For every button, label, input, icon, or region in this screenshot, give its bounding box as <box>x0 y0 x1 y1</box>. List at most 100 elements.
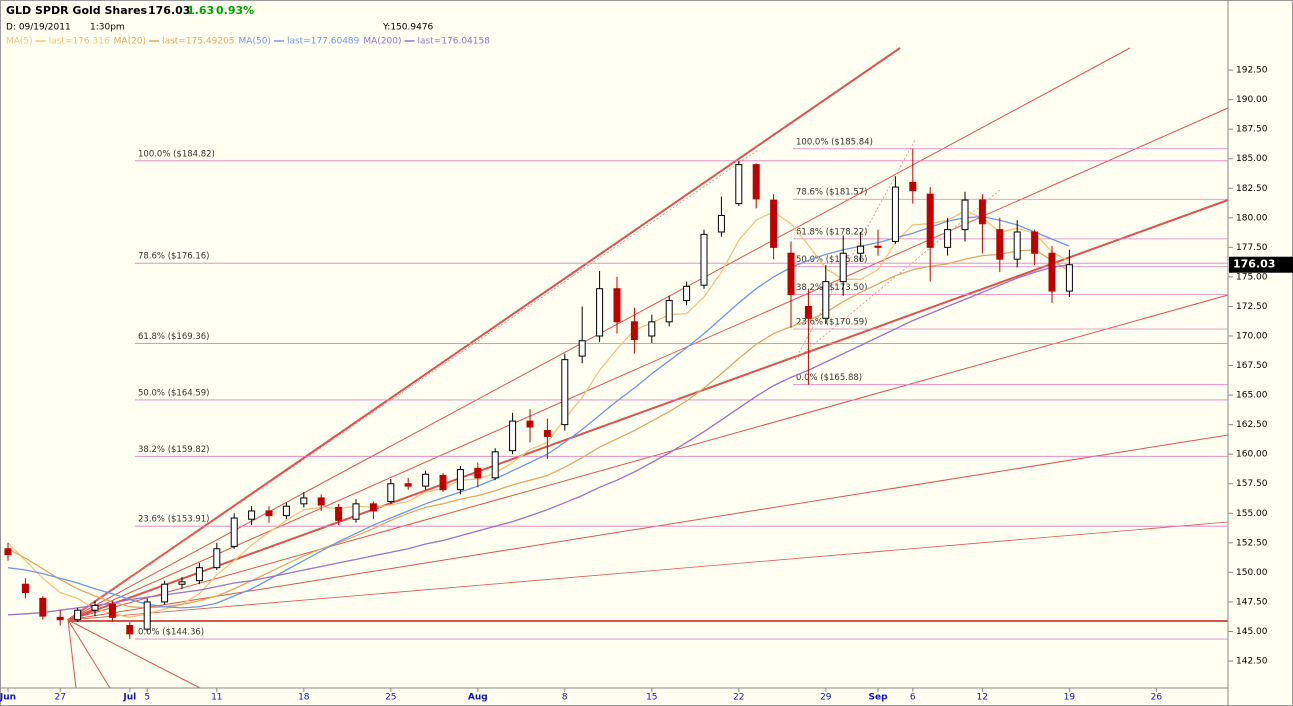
candle-body <box>474 467 482 479</box>
candle-body <box>4 548 12 556</box>
fib-label: 100.0% ($184.82) <box>138 149 215 159</box>
fib-label: 78.6% ($176.16) <box>138 252 210 262</box>
legend-text: last=177.60489 <box>287 37 360 47</box>
ma-line <box>7 249 1070 609</box>
x-tick-label: 8 <box>562 693 568 703</box>
candle-body <box>439 474 447 491</box>
candle-body <box>195 567 203 582</box>
fan-line <box>67 199 1229 621</box>
legend-name: MA(20) <box>114 37 146 47</box>
candle-body <box>39 597 47 617</box>
candle-body <box>648 321 656 337</box>
y-tick-label: 145.00 <box>1236 627 1268 637</box>
fib-label: 50.0% ($164.59) <box>138 388 210 398</box>
fib-label: 78.6% ($181.57) <box>796 188 868 198</box>
candle-body <box>1065 264 1073 292</box>
fib-label: 23.6% ($170.59) <box>796 318 868 328</box>
candle-body <box>596 288 604 337</box>
y-tick-label: 185.00 <box>1236 154 1268 164</box>
chart-title: GLD SPDR Gold Shares <box>6 4 148 17</box>
price-tag: 176.03 <box>1233 258 1275 271</box>
x-tick-label: 6 <box>910 693 916 703</box>
candle-body <box>300 497 308 505</box>
candle-body <box>404 483 412 487</box>
y-tick-label: 190.00 <box>1236 95 1268 105</box>
candle-body <box>282 505 290 517</box>
price-tag-box <box>1229 256 1293 273</box>
change-pct: 0.93% <box>216 4 254 17</box>
x-tick-label: 25 <box>385 693 396 703</box>
candle-body <box>1048 252 1056 292</box>
candle-body <box>665 300 673 323</box>
y-tick-label: 170.00 <box>1236 331 1268 341</box>
candle-body <box>700 233 708 286</box>
fan-line <box>67 434 1229 621</box>
candle-body <box>1013 231 1021 260</box>
candle-body <box>874 245 882 248</box>
candle-body <box>126 625 134 635</box>
time: 1:30pm <box>90 23 125 33</box>
candle-body <box>21 583 29 593</box>
candle-body <box>630 321 638 341</box>
fan-line <box>67 47 901 621</box>
fan-line <box>67 619 111 689</box>
candle-body <box>456 469 464 491</box>
candle-body <box>978 199 986 225</box>
fan-line <box>67 149 759 621</box>
candle-body <box>335 506 343 521</box>
candle-body <box>178 581 186 585</box>
ma-line <box>7 263 1070 616</box>
candle-body <box>839 252 847 283</box>
candle-body <box>317 497 325 506</box>
candle-body <box>822 281 830 319</box>
y-tick-label: 172.50 <box>1236 302 1268 312</box>
y-tick-label: 152.50 <box>1236 538 1268 548</box>
candle-body <box>509 420 517 452</box>
fib-label: 0.0% ($144.36) <box>138 628 204 638</box>
x-tick-label: Jun <box>0 693 16 703</box>
y-tick-label: 180.00 <box>1236 213 1268 223</box>
fib-label: 38.2% ($173.50) <box>796 283 868 293</box>
legend-text: last=176.04158 <box>418 37 491 47</box>
fib-label: 61.8% ($178.22) <box>796 227 868 237</box>
candle-body <box>613 288 621 323</box>
cursor-value: Y:150.9476 <box>382 23 434 33</box>
x-tick-label: 11 <box>211 693 222 703</box>
y-tick-label: 157.50 <box>1236 479 1268 489</box>
candle-body <box>735 164 743 205</box>
fib-label: 38.2% ($159.82) <box>138 445 210 455</box>
y-tick-label: 162.50 <box>1236 420 1268 430</box>
x-tick-label: 15 <box>646 693 657 703</box>
y-tick-label: 155.00 <box>1236 509 1268 519</box>
x-tick-label: 29 <box>820 693 832 703</box>
y-tick-label: 150.00 <box>1236 568 1268 578</box>
y-tick-label: 187.50 <box>1236 125 1268 135</box>
x-tick-label: Jul <box>122 693 136 703</box>
candle-body <box>143 601 151 630</box>
candle-body <box>804 305 812 319</box>
fan-line <box>67 619 201 689</box>
x-tick-label: 5 <box>144 693 150 703</box>
x-tick-label: 26 <box>1151 693 1163 703</box>
candle-body <box>213 548 221 569</box>
change: 1.63 <box>187 4 214 17</box>
legend-text: last=175.49205 <box>162 37 234 47</box>
ma-line <box>7 209 1070 618</box>
legend-name: MA(5) <box>6 37 33 47</box>
candle-body <box>909 181 917 192</box>
candle-body <box>369 503 377 512</box>
candle-body <box>578 340 586 357</box>
candle-body <box>961 199 969 231</box>
candle-body <box>717 214 725 233</box>
x-tick-label: Aug <box>468 693 488 703</box>
fib-label: 100.0% ($185.84) <box>796 137 873 147</box>
x-tick-label: 18 <box>298 693 310 703</box>
candle-body <box>526 420 534 428</box>
candle-body <box>56 616 64 621</box>
candle-body <box>926 193 934 248</box>
x-tick-label: Sep <box>868 693 888 703</box>
candle-body <box>91 604 99 611</box>
